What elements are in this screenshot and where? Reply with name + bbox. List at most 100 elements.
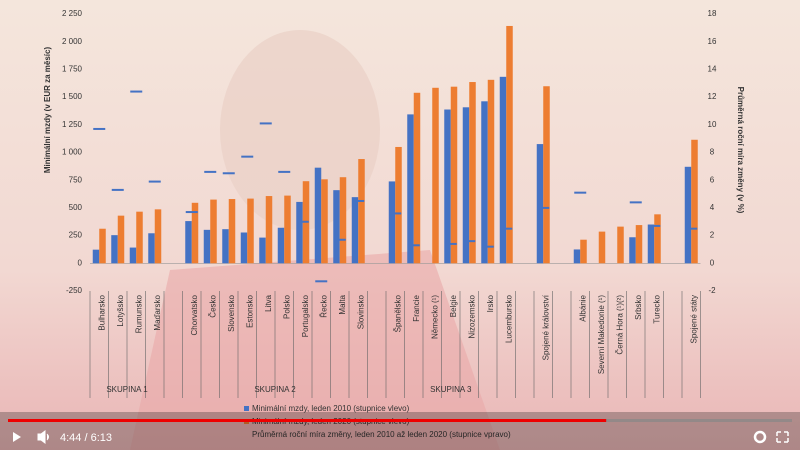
rate-marker — [278, 170, 291, 173]
settings-button[interactable] — [753, 430, 767, 444]
rate-marker — [444, 242, 457, 245]
bar — [647, 224, 655, 264]
x-tick-label: Severní Makedonie (¹) — [597, 295, 606, 374]
x-tick-label: Řecko — [319, 294, 328, 317]
y2-tick-label: 6 — [710, 175, 715, 184]
bar — [617, 226, 624, 264]
y2-tick-label: 4 — [710, 203, 715, 212]
bar — [413, 92, 421, 264]
bar — [265, 196, 273, 264]
bar — [580, 239, 587, 264]
x-tick-label: Belgie — [449, 294, 458, 317]
bar — [148, 233, 155, 264]
rate-marker — [296, 220, 309, 223]
x-tick-label: Srbsko — [634, 294, 643, 319]
rate-marker — [241, 155, 254, 158]
play-button[interactable] — [13, 432, 21, 442]
bar — [499, 76, 507, 264]
y-tick-label: 1 000 — [62, 148, 83, 157]
volume-button[interactable] — [37, 430, 49, 444]
bar — [432, 87, 439, 264]
bar — [536, 144, 544, 264]
y2-tick-label: 18 — [708, 9, 717, 18]
y-tick-label: 0 — [78, 258, 83, 267]
bar — [543, 86, 550, 264]
legend-label: Průměrná roční míra změny, leden 2010 až… — [252, 430, 511, 439]
bar — [191, 202, 199, 264]
x-tick-label: Spojené království — [541, 294, 550, 360]
rate-marker — [259, 122, 272, 125]
bar — [395, 146, 402, 264]
bar — [506, 25, 513, 264]
x-tick-label: Chorvatsko — [190, 294, 199, 335]
y2-tick-label: 2 — [710, 231, 715, 240]
y2-tick-label: 8 — [710, 148, 715, 157]
bar — [203, 229, 211, 264]
y-axis-title: Minimální mzdy (v EUR za měsíc) — [43, 47, 52, 174]
y-tick-label: 2 000 — [62, 37, 83, 46]
rate-marker — [648, 224, 661, 227]
chart: 2 250 2 000 1 750 1 500 1 250 1 000 750 500 250 0… — [43, 9, 745, 439]
bar — [351, 197, 359, 264]
rate-marker — [463, 240, 476, 243]
bar — [691, 139, 698, 264]
bar — [358, 159, 365, 264]
y-tick-label: 250 — [69, 231, 83, 240]
rate-marker — [389, 212, 402, 215]
bar — [210, 199, 217, 264]
x-tick-label: Nizozemsko — [467, 294, 476, 338]
x-tick-label: Litva — [264, 294, 273, 311]
bar — [598, 231, 606, 264]
x-tick-label: Estonsko — [245, 294, 254, 327]
x-tick-label: Maďarsko — [153, 294, 162, 330]
rate-marker — [315, 280, 328, 283]
y-tick-label: 1 500 — [62, 92, 83, 101]
bar — [654, 214, 661, 264]
group-label: SKUPINA 2 — [254, 385, 296, 394]
bar — [99, 228, 106, 264]
bar — [296, 201, 303, 264]
rate-marker — [185, 211, 198, 214]
bar — [92, 249, 100, 264]
bar — [222, 229, 229, 264]
x-tick-label: Turecko — [652, 294, 661, 323]
bar — [629, 237, 636, 264]
bar — [240, 232, 248, 264]
bar — [444, 109, 451, 264]
x-tick-label: Německo (¹) — [430, 295, 439, 339]
x-tick-label: Spojené státy — [689, 295, 698, 343]
y-tick-label: -250 — [66, 286, 83, 295]
x-tick-label: Slovinsko — [356, 294, 365, 329]
progress-bar[interactable] — [8, 419, 607, 422]
rate-marker — [148, 180, 161, 183]
x-tick-label: Slovensko — [227, 294, 236, 331]
bar — [111, 235, 118, 264]
x-tick-label: Česko — [208, 294, 217, 317]
fullscreen-button[interactable] — [776, 431, 789, 443]
x-tick-label: Černá Hora (¹)(²) — [615, 295, 624, 355]
bar — [388, 181, 396, 264]
y-tick-label: 500 — [69, 203, 83, 212]
y2-tick-label: 14 — [708, 65, 717, 74]
rate-marker — [685, 227, 698, 230]
x-tick-label: Francie — [412, 294, 421, 321]
bar — [487, 79, 495, 264]
x-tick-label: Polsko — [282, 294, 291, 319]
y2-tick-label: 10 — [708, 120, 717, 129]
x-tick-label: Lotyšsko — [116, 294, 125, 326]
rate-marker — [130, 90, 143, 93]
y2-axis-title: Průměrná roční míra změny (v %) — [736, 87, 745, 214]
bar — [339, 177, 347, 264]
rate-marker — [629, 201, 642, 204]
bar — [469, 82, 476, 264]
bar — [314, 167, 322, 264]
bar — [154, 209, 162, 264]
y2-tick-label: -2 — [708, 286, 716, 295]
controls-shade — [0, 412, 800, 450]
group-label: SKUPINA 3 — [430, 385, 472, 394]
rate-marker — [481, 245, 494, 248]
group-label: SKUPINA 1 — [106, 385, 148, 394]
bar — [117, 215, 125, 264]
bar — [407, 114, 414, 264]
